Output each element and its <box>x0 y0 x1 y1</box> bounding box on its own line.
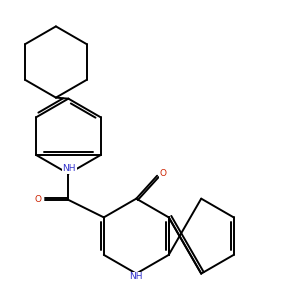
Text: NH: NH <box>130 272 143 281</box>
Text: O: O <box>160 169 167 178</box>
Text: O: O <box>34 195 41 204</box>
Text: NH: NH <box>62 164 76 173</box>
